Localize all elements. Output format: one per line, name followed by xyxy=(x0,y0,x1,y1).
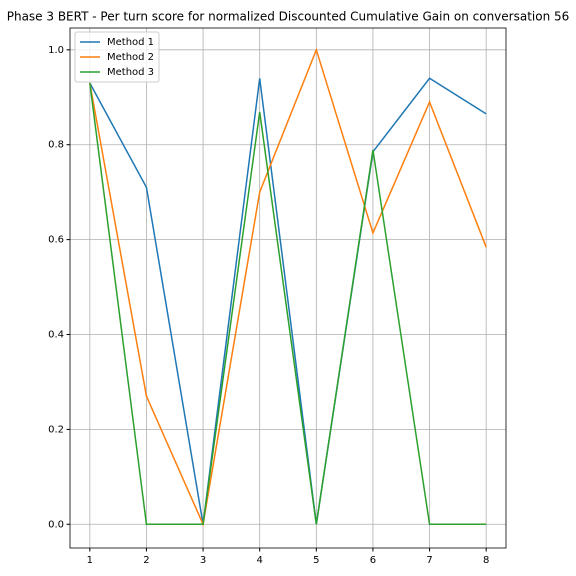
y-tick-label: 0.4 xyxy=(48,329,64,340)
x-tick-label: 3 xyxy=(200,555,206,566)
y-tick-label: 0.0 xyxy=(48,519,64,530)
y-tick-label: 1.0 xyxy=(48,45,64,56)
x-tick-label: 5 xyxy=(313,555,319,566)
data-line xyxy=(89,47,487,527)
y-tick-label: 0.6 xyxy=(48,235,64,246)
legend-label: Method 2 xyxy=(107,52,154,63)
plot-frame xyxy=(69,27,507,549)
data-line xyxy=(89,82,487,526)
legend-label: Method 1 xyxy=(107,37,154,48)
x-tick-label: 2 xyxy=(143,555,149,566)
legend-box xyxy=(74,31,160,83)
x-tick-label: 6 xyxy=(370,555,376,566)
chart-title: Phase 3 BERT - Per turn score for normal… xyxy=(7,10,570,24)
x-tick-label: 1 xyxy=(87,555,93,566)
legend-label: Method 3 xyxy=(107,67,154,78)
x-tick-label: 4 xyxy=(257,555,263,566)
y-tick-label: 0.2 xyxy=(48,424,64,435)
x-tick-label: 7 xyxy=(426,555,432,566)
x-tick-label: 8 xyxy=(483,555,489,566)
y-tick-label: 0.8 xyxy=(48,140,64,151)
data-line xyxy=(89,77,487,525)
